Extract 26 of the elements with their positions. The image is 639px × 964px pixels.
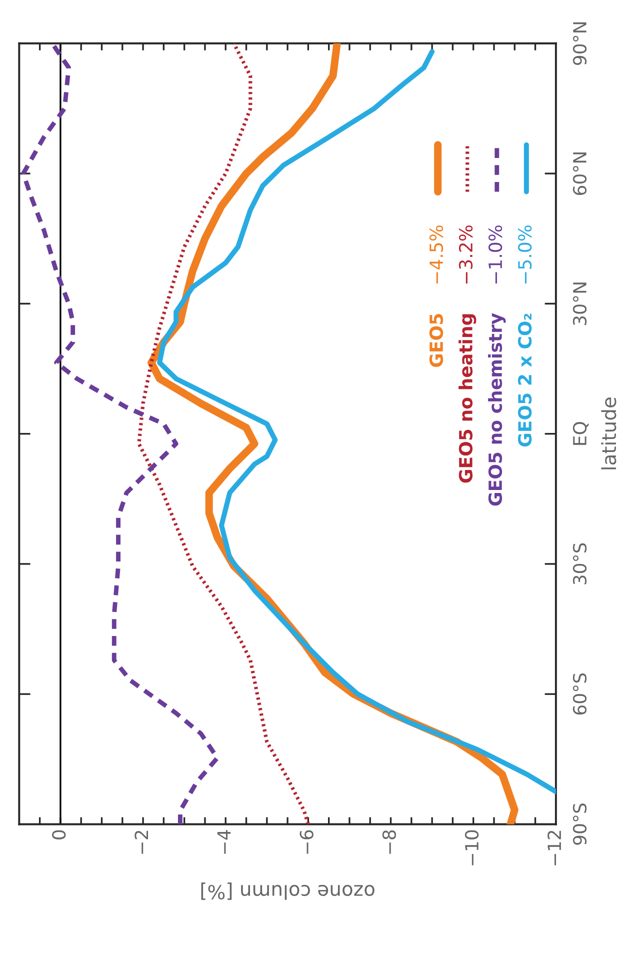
y-tick-label: 30°N: [572, 282, 587, 326]
x-tick-label: −10: [464, 830, 479, 866]
x-tick-label: −8: [382, 830, 396, 854]
text: GEO5 2 x CO₂: [518, 314, 532, 447]
text: GEO5 no heating: [458, 314, 476, 483]
annotation: −5.0%: [518, 225, 532, 284]
y-tick-label: EQ: [572, 422, 589, 445]
y-tick-label: 30°S: [572, 543, 587, 584]
text: GEO5: [429, 314, 444, 367]
x-axis-title: ozone column [%]: [201, 882, 374, 900]
annotation: −1.0%: [488, 225, 502, 284]
x-tick-label: 0: [52, 830, 66, 840]
annotation: −3.2%: [458, 225, 473, 284]
y-tick-label: 90°S: [572, 803, 587, 845]
y-tick-label: 60°S: [572, 673, 587, 715]
x-tick-label: −12: [548, 830, 561, 866]
y-tick-label: 90°N: [572, 22, 587, 65]
line-series: [21, 43, 220, 824]
text: GEO5 no chemistry: [488, 313, 506, 506]
x-tick-label: −2: [134, 830, 148, 854]
line-series: [137, 43, 310, 824]
x-tick-label: −6: [300, 830, 314, 854]
y-axis-title: latitude: [601, 398, 616, 470]
y-tick-label: 60°N: [572, 152, 587, 196]
annotation: −4.5%: [429, 225, 444, 284]
x-tick-label: −4: [217, 830, 231, 854]
